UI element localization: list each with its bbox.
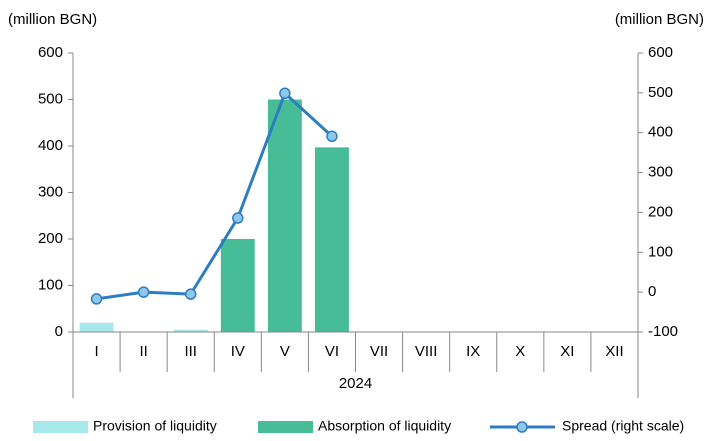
y-tick-label: 100	[38, 276, 63, 293]
legend-marker	[516, 421, 528, 433]
x-tick-label: V	[280, 343, 290, 360]
y-axis-label: (million BGN)	[8, 11, 97, 28]
y-tick-label: 0	[55, 323, 63, 340]
y2-tick-label: 0	[648, 283, 656, 300]
bar	[267, 99, 302, 332]
legend-swatch	[33, 421, 88, 433]
x-tick-label: IX	[466, 343, 480, 360]
x-tick-label: II	[139, 343, 147, 360]
y-tick-label: 200	[38, 230, 63, 247]
spread-line	[96, 90, 333, 301]
x-tick-label: I	[94, 343, 98, 360]
y2-tick-label: 600	[648, 44, 673, 61]
spread-marker	[184, 288, 197, 300]
x-tick-label: VI	[325, 343, 339, 360]
legend-label: Spread (right scale)	[562, 418, 684, 434]
y-tick-label: 600	[38, 44, 63, 61]
x-tick-label: XI	[560, 343, 574, 360]
x-tick-label: IV	[231, 343, 245, 360]
y2-tick-label: 200	[648, 203, 673, 220]
x-group-label: 2024	[339, 375, 372, 392]
y2-tick-label: 300	[648, 164, 673, 181]
y2-tick-label: 500	[648, 84, 673, 101]
legend-label: Provision of liquidity	[93, 418, 217, 434]
bar	[315, 147, 349, 332]
spread-marker	[326, 130, 338, 143]
x-tick-label: VII	[370, 343, 388, 360]
spread-marker	[90, 293, 103, 305]
y2-axis-label: (million BGN)	[615, 11, 704, 28]
y-tick-label: 500	[38, 90, 63, 107]
spread-marker	[232, 212, 244, 224]
spread-marker	[279, 87, 291, 100]
x-tick-label: XII	[605, 343, 623, 360]
y-tick-label: 300	[38, 183, 63, 200]
legend-label: Absorption of liquidity	[318, 418, 451, 434]
x-tick-label: VIII	[415, 343, 438, 360]
x-tick-label: III	[184, 343, 197, 360]
y2-tick-label: 400	[648, 124, 673, 141]
y-tick-label: 400	[38, 137, 63, 154]
bar	[220, 239, 255, 332]
legend-swatch	[258, 421, 313, 433]
x-tick-label: X	[515, 343, 525, 360]
bar	[79, 322, 114, 332]
y2-tick-label: -100	[648, 323, 678, 340]
spread-marker	[137, 286, 150, 298]
y2-tick-label: 100	[648, 243, 673, 260]
bar	[173, 329, 208, 332]
